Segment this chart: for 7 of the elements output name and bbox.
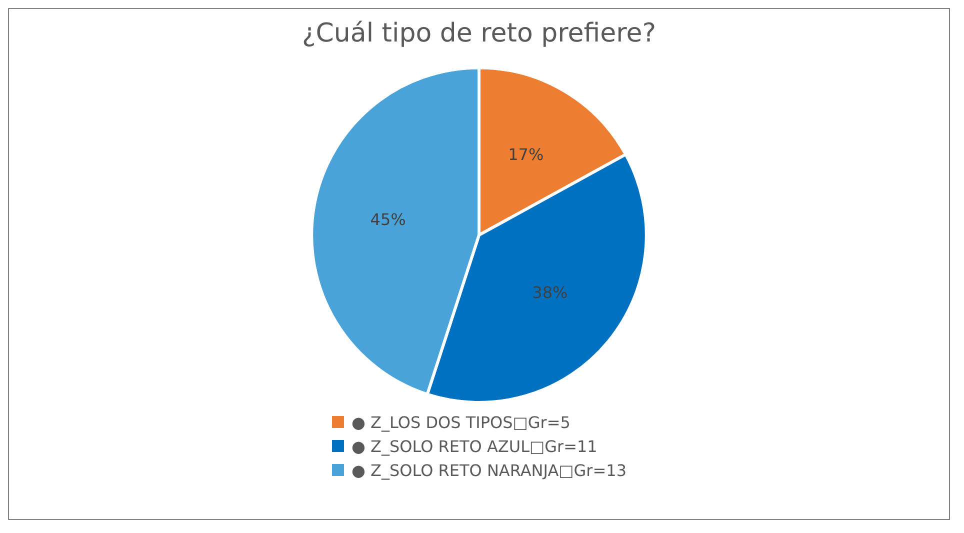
data-label: 17% [508, 145, 544, 164]
chart-title: ¿Cuál tipo de reto prefiere? [302, 18, 656, 48]
legend-label: ● Z_LOS DOS TIPOS□Gr=5 [352, 412, 570, 432]
data-label: 38% [532, 282, 568, 302]
legend-label: ● Z_SOLO RETO AZUL□Gr=11 [352, 436, 598, 456]
data-label: 45% [370, 210, 406, 229]
legend-label: ● Z_SOLO RETO NARANJA□Gr=13 [352, 460, 626, 480]
